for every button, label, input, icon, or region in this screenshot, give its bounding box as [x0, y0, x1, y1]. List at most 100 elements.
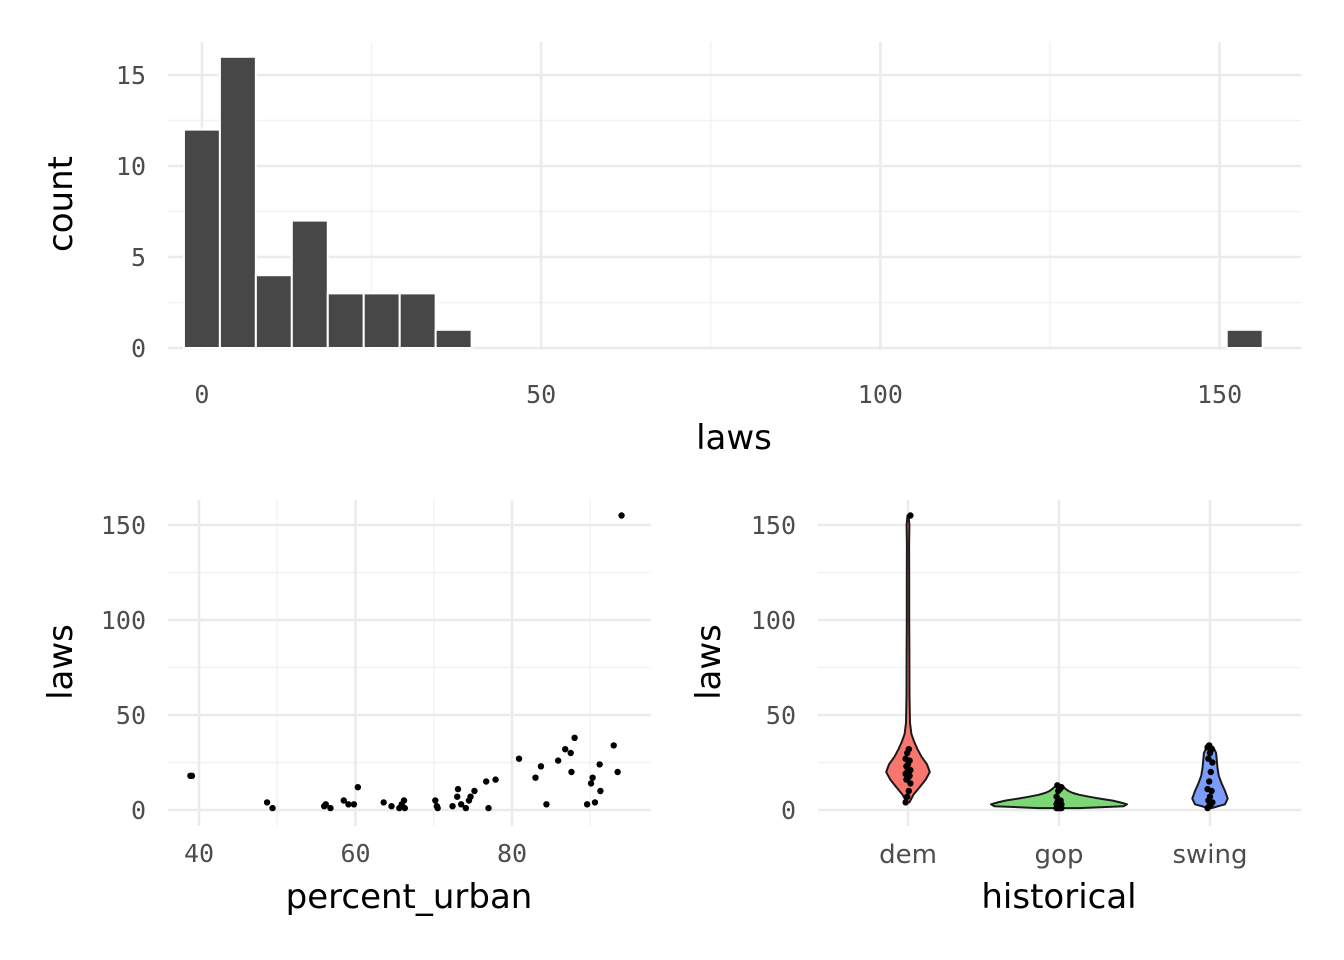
x-category-label: dem: [879, 840, 937, 870]
scatter-point: [537, 763, 545, 770]
scatter-point: [434, 804, 441, 812]
scatter-point: [471, 787, 478, 795]
violin-point: [902, 799, 909, 806]
y-tick-label: 0: [781, 796, 796, 825]
scatter-point: [467, 793, 474, 800]
scatter-point: [597, 787, 604, 795]
scatter-point: [327, 804, 334, 812]
scatter-point: [388, 803, 395, 810]
scatter-point: [571, 734, 578, 741]
histogram-panel: 0 50 100 150 0 5 10 15 laws count: [41, 42, 1301, 458]
scatter-point: [515, 755, 523, 762]
scatter-point: [345, 801, 352, 808]
scatter-point: [354, 784, 362, 791]
scatter-point: [587, 780, 595, 787]
scatter-point: [454, 793, 461, 800]
scatter-point: [596, 761, 603, 768]
scatter-point: [618, 512, 625, 519]
x-category-label: swing: [1172, 840, 1247, 870]
scatter-point: [492, 776, 499, 783]
scatter-point: [462, 804, 470, 812]
scatter-point: [589, 774, 596, 781]
scatter-point: [532, 774, 539, 781]
scatter-point: [340, 797, 347, 804]
violin-point: [1054, 782, 1061, 789]
scatter-point: [432, 797, 439, 804]
histogram-bar: [434, 328, 473, 349]
histogram-bar: [1225, 328, 1264, 349]
histogram-bar: [326, 292, 365, 349]
scatter-point: [485, 804, 492, 812]
y-axis-title: laws: [41, 624, 81, 700]
scatter-point: [568, 768, 575, 776]
x-tick-label: 80: [497, 839, 527, 868]
x-category-label: gop: [1035, 840, 1084, 870]
y-tick-label: 100: [751, 606, 796, 635]
x-tick-label: 50: [526, 380, 556, 409]
histogram-bar: [182, 128, 221, 349]
y-tick-label: 15: [116, 61, 146, 90]
scatter-point: [263, 799, 271, 806]
violin-point: [1209, 759, 1216, 766]
scatter-point: [457, 801, 465, 808]
scatter-point: [583, 801, 591, 808]
violin-point: [1053, 793, 1060, 800]
y-tick-label: 50: [766, 701, 796, 730]
violin-point: [1206, 793, 1214, 800]
scatter-point: [614, 768, 621, 776]
y-tick-label: 50: [116, 701, 146, 730]
violin-point: [907, 512, 914, 519]
histogram-bar: [254, 274, 293, 350]
scatter-point: [610, 742, 617, 749]
x-tick-label: 150: [1197, 380, 1242, 409]
y-axis-title: laws: [689, 624, 729, 700]
y-tick-label: 150: [101, 511, 146, 540]
y-tick-label: 0: [131, 796, 146, 825]
y-tick-label: 5: [131, 243, 146, 272]
scatter-point: [591, 799, 599, 806]
y-axis-title: count: [41, 156, 81, 252]
scatter-point: [400, 797, 408, 804]
violin-point: [1206, 778, 1213, 785]
x-tick-label: 100: [858, 380, 903, 409]
y-tick-label: 100: [101, 606, 146, 635]
scatter-point: [401, 804, 408, 812]
histogram-bar: [218, 55, 257, 350]
scatter-point: [322, 801, 329, 808]
violin-panel: dem gop swing 0 50 100 150 historical laws: [689, 500, 1301, 917]
scatter-point: [380, 799, 387, 806]
x-axis-title: percent_urban: [286, 877, 533, 917]
scatter-point: [562, 746, 569, 753]
histogram-bar: [398, 292, 437, 349]
x-axis-title: historical: [981, 877, 1136, 917]
y-tick-label: 10: [116, 152, 146, 181]
scatter-point: [482, 778, 490, 785]
scatter-point: [454, 785, 462, 793]
scatter-point: [554, 757, 562, 764]
scatter-point: [449, 803, 456, 810]
violin-point: [902, 755, 909, 762]
violin-point: [904, 793, 911, 800]
scatter-point: [567, 749, 574, 757]
histogram-bar: [290, 219, 329, 350]
x-tick-label: 0: [194, 380, 209, 409]
violin-point: [1207, 768, 1215, 776]
violin-point: [907, 780, 914, 787]
scatter-point: [350, 801, 358, 808]
x-axis-title: laws: [696, 418, 772, 458]
violin-point: [905, 787, 912, 795]
scatter-point: [543, 801, 550, 808]
violin-point: [905, 746, 912, 753]
violin-point: [1205, 755, 1212, 762]
y-tick-label: 150: [751, 511, 796, 540]
violin-point: [1206, 742, 1213, 749]
violin-point: [1204, 785, 1211, 793]
violin-point: [907, 766, 914, 774]
scatter-panel: 40 60 80 0 50 100 150 percent_urban laws: [41, 500, 651, 917]
x-tick-label: 60: [340, 839, 370, 868]
scatter-point: [269, 804, 276, 812]
violin-point: [1057, 797, 1064, 804]
x-tick-label: 40: [184, 839, 214, 868]
y-tick-label: 0: [131, 334, 146, 363]
